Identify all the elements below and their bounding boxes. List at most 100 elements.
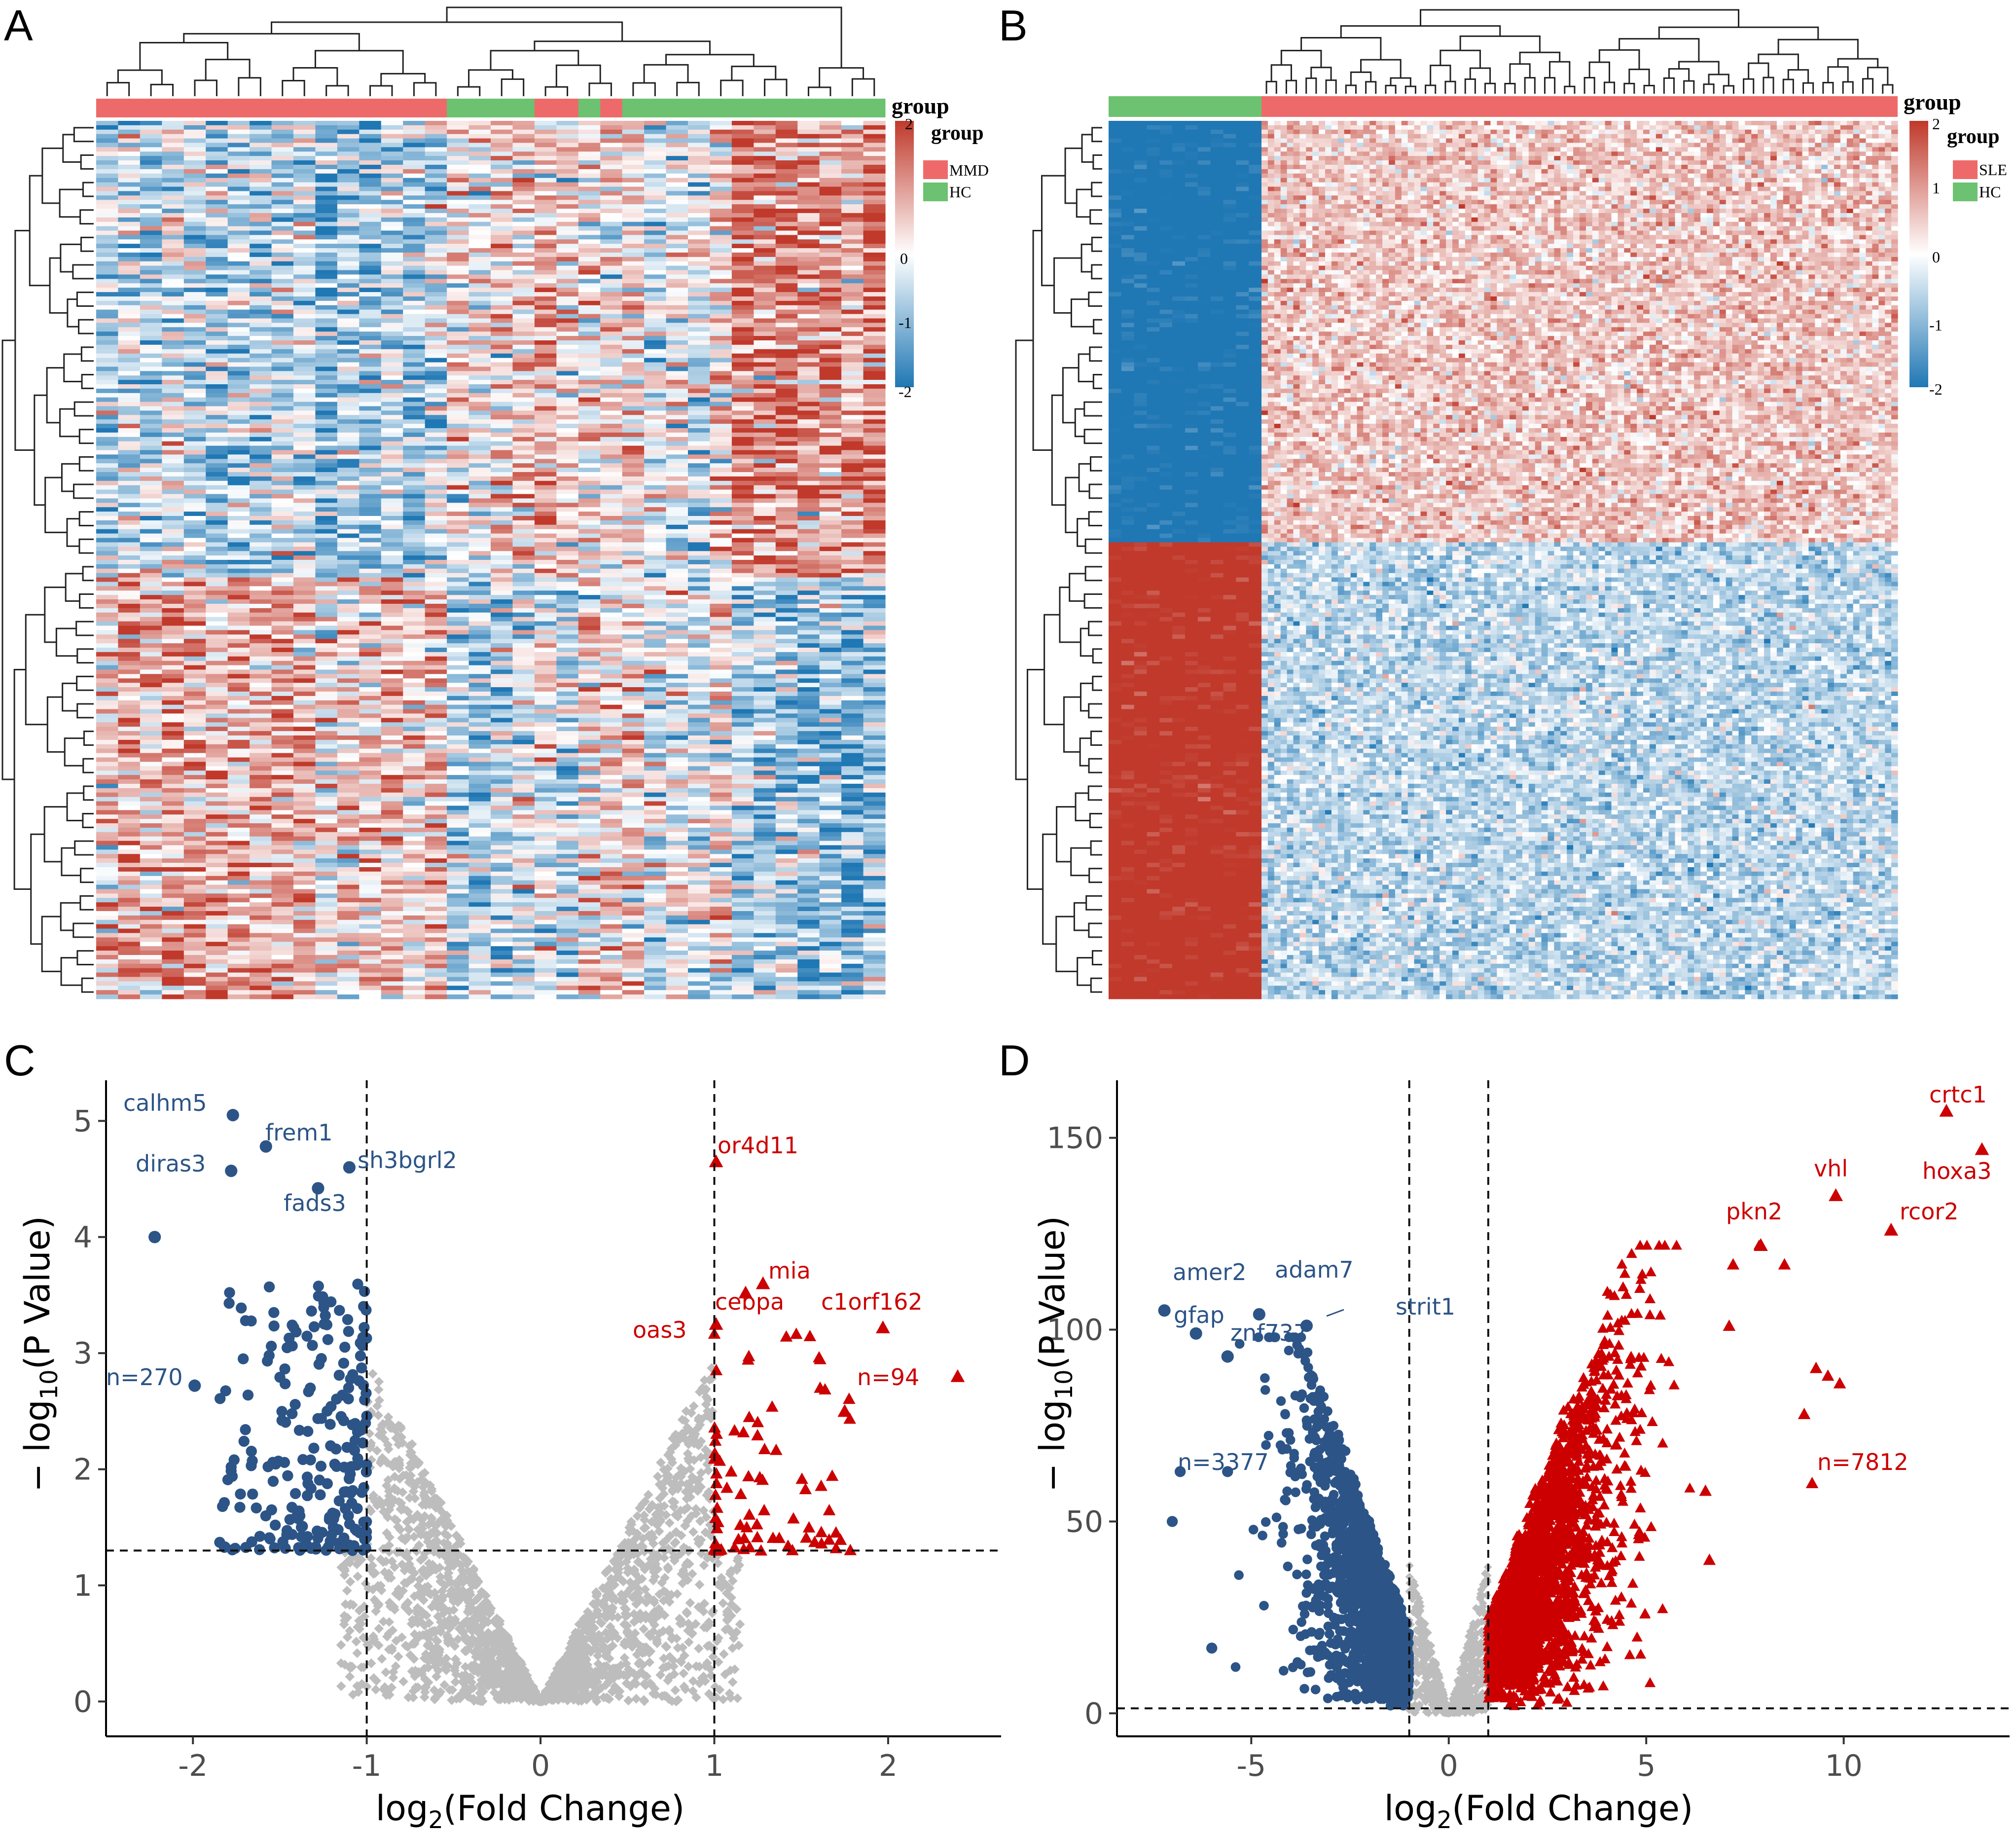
data-point xyxy=(686,1408,696,1418)
data-point xyxy=(148,1231,161,1244)
heatmap-b: group 2 1 0 -1 -2 group SLE HC xyxy=(1015,9,2007,999)
scatter-points xyxy=(1158,1103,1989,1718)
data-point xyxy=(223,1297,235,1309)
data-point xyxy=(698,1505,709,1516)
data-point xyxy=(441,1653,451,1664)
panel-letter-a: A xyxy=(4,1,33,50)
data-point xyxy=(368,1584,378,1595)
data-point xyxy=(1340,1559,1350,1569)
data-point xyxy=(426,1544,435,1555)
data-point xyxy=(234,1502,246,1513)
data-point xyxy=(664,1518,675,1528)
data-point xyxy=(419,1692,430,1702)
data-point xyxy=(1296,1463,1306,1473)
data-point xyxy=(658,1626,668,1636)
data-point xyxy=(709,1317,723,1330)
data-point xyxy=(347,1661,357,1672)
heatmap-cells xyxy=(96,121,886,999)
data-point xyxy=(610,1628,620,1638)
data-point xyxy=(374,1640,384,1651)
data-point xyxy=(1332,1662,1342,1673)
data-point xyxy=(1308,1392,1318,1402)
data-point xyxy=(604,1653,614,1664)
data-point xyxy=(343,1473,355,1484)
data-point xyxy=(420,1582,430,1593)
data-point xyxy=(652,1471,663,1482)
data-point xyxy=(631,1693,642,1704)
data-point xyxy=(693,1602,704,1612)
data-point xyxy=(378,1616,389,1627)
data-point xyxy=(681,1544,691,1554)
data-point xyxy=(645,1631,655,1642)
data-point xyxy=(688,1527,698,1537)
data-point xyxy=(370,1568,380,1578)
data-point xyxy=(277,1536,288,1547)
data-point xyxy=(240,1424,251,1435)
data-point xyxy=(666,1443,677,1454)
data-point xyxy=(613,1670,624,1681)
data-point xyxy=(413,1460,423,1469)
data-point xyxy=(376,1585,387,1595)
data-point xyxy=(1634,1550,1645,1561)
data-point xyxy=(228,1454,240,1466)
data-point xyxy=(639,1523,649,1534)
data-point xyxy=(473,1651,483,1661)
data-point xyxy=(354,1615,364,1626)
data-point xyxy=(719,1649,729,1659)
data-point xyxy=(1343,1578,1353,1589)
data-point xyxy=(1342,1614,1352,1623)
data-point xyxy=(376,1456,386,1466)
data-point xyxy=(623,1695,634,1706)
data-point xyxy=(1360,1654,1370,1665)
gene-label: c1orf162 xyxy=(821,1288,923,1315)
data-point xyxy=(682,1494,692,1504)
data-point xyxy=(695,1516,705,1526)
data-point xyxy=(318,1302,329,1313)
data-point xyxy=(394,1439,404,1450)
data-point xyxy=(1288,1624,1298,1635)
data-point xyxy=(347,1419,358,1431)
data-point xyxy=(751,1531,764,1542)
data-point xyxy=(1340,1644,1350,1654)
data-point xyxy=(829,1526,842,1538)
data-point xyxy=(673,1695,683,1705)
legend-label-sle: SLE xyxy=(1979,161,2007,179)
data-point xyxy=(1363,1604,1373,1614)
data-point xyxy=(476,1675,487,1685)
data-point xyxy=(1368,1656,1378,1666)
data-point xyxy=(305,1542,317,1554)
data-point xyxy=(306,1305,317,1317)
data-point xyxy=(787,1512,800,1524)
data-point xyxy=(301,1330,313,1342)
data-point xyxy=(373,1385,384,1395)
data-point xyxy=(679,1668,688,1679)
data-point xyxy=(1350,1532,1361,1542)
data-point xyxy=(685,1464,695,1474)
data-point xyxy=(685,1598,695,1608)
data-point xyxy=(1332,1691,1342,1702)
data-point xyxy=(469,1577,480,1587)
data-point xyxy=(751,1429,764,1440)
data-point xyxy=(669,1556,680,1566)
data-point xyxy=(312,1413,324,1425)
data-point xyxy=(339,1341,351,1353)
y-axis-label: − log10(P Value) xyxy=(17,1216,63,1492)
data-point xyxy=(1282,1486,1292,1496)
data-point xyxy=(313,1358,325,1370)
data-point xyxy=(431,1635,441,1645)
data-point xyxy=(651,1636,662,1647)
data-point xyxy=(1310,1432,1320,1442)
data-point xyxy=(242,1389,254,1401)
data-point xyxy=(391,1661,401,1671)
data-point xyxy=(635,1575,645,1585)
data-point xyxy=(385,1532,395,1542)
data-point xyxy=(1283,1561,1293,1572)
data-point xyxy=(1276,1396,1286,1406)
data-point xyxy=(341,1441,353,1453)
data-point xyxy=(453,1634,463,1644)
data-point xyxy=(216,1501,228,1512)
data-point xyxy=(302,1426,314,1437)
data-point xyxy=(616,1574,626,1584)
